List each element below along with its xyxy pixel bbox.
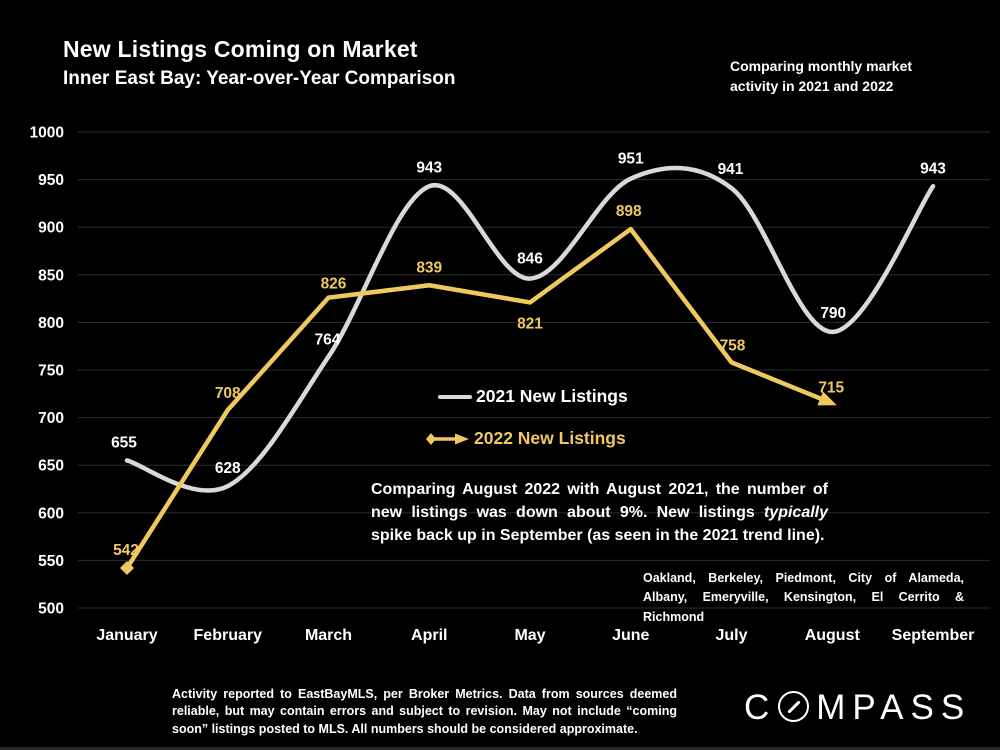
line-2021-icon <box>438 394 472 399</box>
annotation-part2: spike back up in September (as seen in t… <box>371 526 825 544</box>
y-tick-label: 950 <box>38 172 64 189</box>
y-tick-label: 800 <box>38 315 64 332</box>
y-tick-label: 550 <box>38 553 64 570</box>
data-point-label: 821 <box>517 315 543 332</box>
logo-text-c: C <box>744 688 777 727</box>
data-point-label: 943 <box>920 160 946 177</box>
y-tick-label: 1000 <box>30 125 64 142</box>
annotation-text: Comparing August 2022 with August 2021, … <box>371 479 828 548</box>
x-tick-label: January <box>96 627 157 644</box>
annotation-italic: typically <box>763 503 828 521</box>
region-note: Oakland, Berkeley, Piedmont, City of Ala… <box>643 571 964 624</box>
y-tick-label: 700 <box>38 410 64 427</box>
x-tick-label: May <box>514 627 545 644</box>
data-point-label: 943 <box>416 159 442 176</box>
header-note: Comparing monthly market activity in 202… <box>730 58 913 95</box>
data-point-label: 941 <box>718 161 744 178</box>
diamond-arrow-2022-icon <box>426 432 469 445</box>
series-arrow-marker <box>817 391 837 406</box>
series-line <box>124 226 824 571</box>
data-point-label: 715 <box>818 379 844 396</box>
annotation-part1: Comparing August 2022 with August 2021, … <box>371 481 828 521</box>
data-point-label: 826 <box>321 276 347 293</box>
y-tick-label: 900 <box>38 220 64 237</box>
data-point-label: 790 <box>820 305 846 322</box>
legend-label-2021: 2021 New Listings <box>476 386 628 406</box>
legend-item-2021: 2021 New Listings <box>438 386 628 407</box>
series-diamond-marker <box>120 561 134 576</box>
x-tick-label: September <box>892 627 975 644</box>
legend-label-2022: 2022 New Listings <box>474 428 626 448</box>
data-point-label: 542 <box>113 542 139 559</box>
slide-bottom-edge <box>0 747 1000 750</box>
chart-title: New Listings Coming on Market <box>63 36 418 62</box>
logo-text-mpass: MPASS <box>816 688 972 727</box>
data-point-label: 628 <box>215 460 241 477</box>
legend-item-2022: 2022 New Listings <box>424 428 626 449</box>
y-tick-label: 650 <box>38 458 64 475</box>
footer-disclaimer: Activity reported to EastBayMLS, per Bro… <box>172 687 677 736</box>
x-tick-label: August <box>805 627 861 644</box>
chart-subtitle: Inner East Bay: Year-over-Year Compariso… <box>63 68 456 89</box>
x-tick-label: February <box>194 627 263 644</box>
compass-o-icon <box>778 691 810 722</box>
data-point-label: 758 <box>720 337 746 354</box>
compass-logo: C MPASS <box>744 688 971 728</box>
x-tick-label: June <box>612 627 649 644</box>
data-point-label: 708 <box>215 385 241 402</box>
x-tick-label: April <box>411 627 447 644</box>
y-tick-label: 600 <box>38 505 64 522</box>
y-tick-label: 850 <box>38 267 64 284</box>
data-point-label: 951 <box>618 151 644 168</box>
series-line <box>124 165 936 493</box>
data-point-label: 898 <box>616 203 642 220</box>
data-point-label: 655 <box>111 434 137 451</box>
y-tick-label: 750 <box>38 363 64 380</box>
data-point-label: 846 <box>517 251 543 268</box>
data-point-label: 839 <box>416 259 442 276</box>
x-tick-label: March <box>305 627 352 644</box>
y-tick-label: 500 <box>38 601 64 618</box>
data-point-label: 764 <box>315 332 341 349</box>
compass-needle-icon <box>787 699 801 714</box>
x-tick-label: July <box>715 627 747 644</box>
